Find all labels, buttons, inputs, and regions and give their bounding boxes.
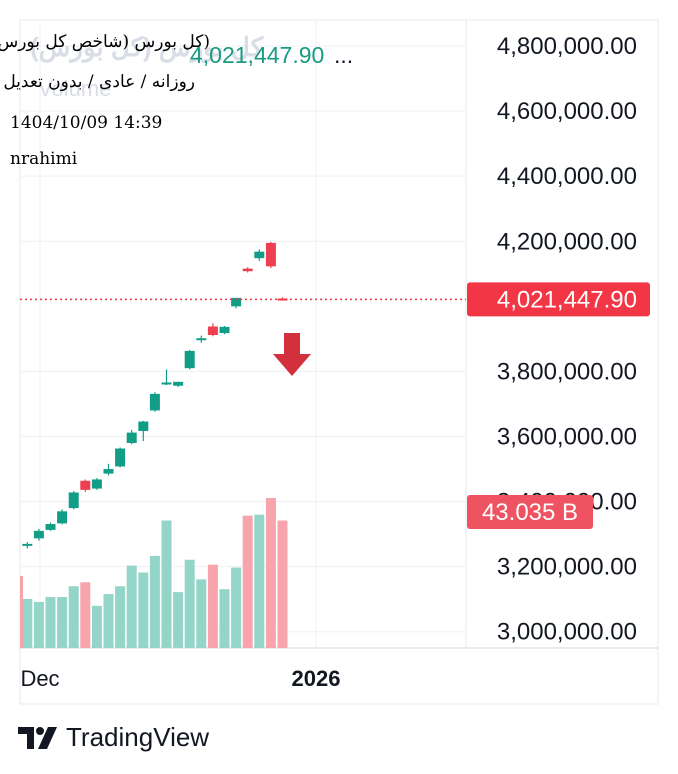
current-volume-badge [467, 495, 593, 529]
tradingview-logo-icon [18, 726, 57, 749]
timestamp: 1404/10/09 14:39 [10, 113, 163, 133]
y-tick-label: 4,600,000.00 [497, 98, 637, 125]
y-tick-label: 3,800,000.00 [497, 358, 637, 385]
candle-body [173, 381, 184, 386]
volume-bar [126, 565, 137, 648]
volume-bar [207, 564, 218, 648]
volume-bar [68, 586, 79, 648]
x-tick-label: Dec [20, 666, 59, 691]
x-tick-label: 2026 [292, 666, 341, 691]
y-tick-label: 4,400,000.00 [497, 163, 637, 190]
volume-bar [219, 589, 230, 648]
volume-bar [254, 514, 265, 648]
candle-body [138, 421, 149, 431]
volume-bar [196, 579, 207, 648]
volume-bar [57, 597, 68, 648]
username: nrahimi [10, 149, 78, 169]
candle-body [277, 298, 288, 301]
volume-bar [22, 598, 33, 648]
candle-body [126, 432, 137, 444]
chart-frame [19, 19, 659, 705]
volume-bar [45, 597, 56, 648]
candle-body [231, 297, 242, 307]
volume-bar [149, 555, 160, 648]
volume-bar [242, 515, 253, 648]
ghost-symbol-title: (کل بورس) کل بورس [30, 32, 264, 62]
candle-body [80, 480, 91, 490]
volume-bar [161, 520, 172, 648]
volume-bar [115, 586, 126, 648]
candle-body [45, 524, 56, 530]
last-value-readout: 4,021,447.90 [190, 42, 325, 68]
y-tick-label: 4,800,000.00 [497, 33, 637, 60]
volume-bar [103, 594, 114, 648]
volume-bar [80, 582, 91, 648]
candle-body [265, 242, 276, 267]
candle-body [254, 251, 265, 259]
volume-bar [184, 559, 195, 648]
candle-body [115, 448, 126, 467]
current-volume-label: 43.035 B [482, 499, 578, 526]
candle-body [22, 543, 33, 546]
ghost-volume-label: Volume [38, 76, 112, 101]
sell-arrow-icon [273, 333, 311, 376]
candle-body [196, 338, 207, 341]
volume-bar [91, 605, 102, 648]
candle-body [68, 492, 79, 509]
y-tick-label: 4,200,000.00 [497, 228, 637, 255]
tradingview-logo[interactable]: TradingView [18, 722, 209, 753]
candle-body [91, 479, 102, 489]
volume-bar [33, 601, 44, 648]
candle-body [57, 511, 68, 524]
volume-bar [20, 576, 23, 648]
volume-bar [277, 520, 288, 648]
current-price-badge [467, 282, 650, 317]
tradingview-logo-text: TradingView [66, 722, 210, 752]
volume-bar [231, 567, 242, 648]
volume-bar [138, 572, 149, 648]
candle-body [103, 469, 114, 474]
y-tick-label: 3,200,000.00 [497, 554, 637, 581]
volume-bar [265, 498, 276, 648]
y-tick-label: 3,000,000.00 [497, 619, 637, 646]
candle-body [219, 326, 230, 334]
interval-subtitle: روزانه / عادی / بدون تعدیل [3, 72, 195, 92]
candle-body [207, 326, 218, 335]
volume-bar [173, 592, 184, 648]
symbol-title: (کل بورس (شاخص کل بورس [0, 32, 210, 52]
candle-body [161, 382, 172, 385]
candle-body [184, 350, 195, 369]
candle-body [149, 393, 160, 411]
candle-body [242, 268, 253, 272]
current-price-label: 4,021,447.90 [497, 286, 637, 313]
more-ellipsis[interactable]: ... [334, 42, 354, 68]
y-tick-label: 3,600,000.00 [497, 423, 637, 450]
candle-body [33, 530, 44, 539]
